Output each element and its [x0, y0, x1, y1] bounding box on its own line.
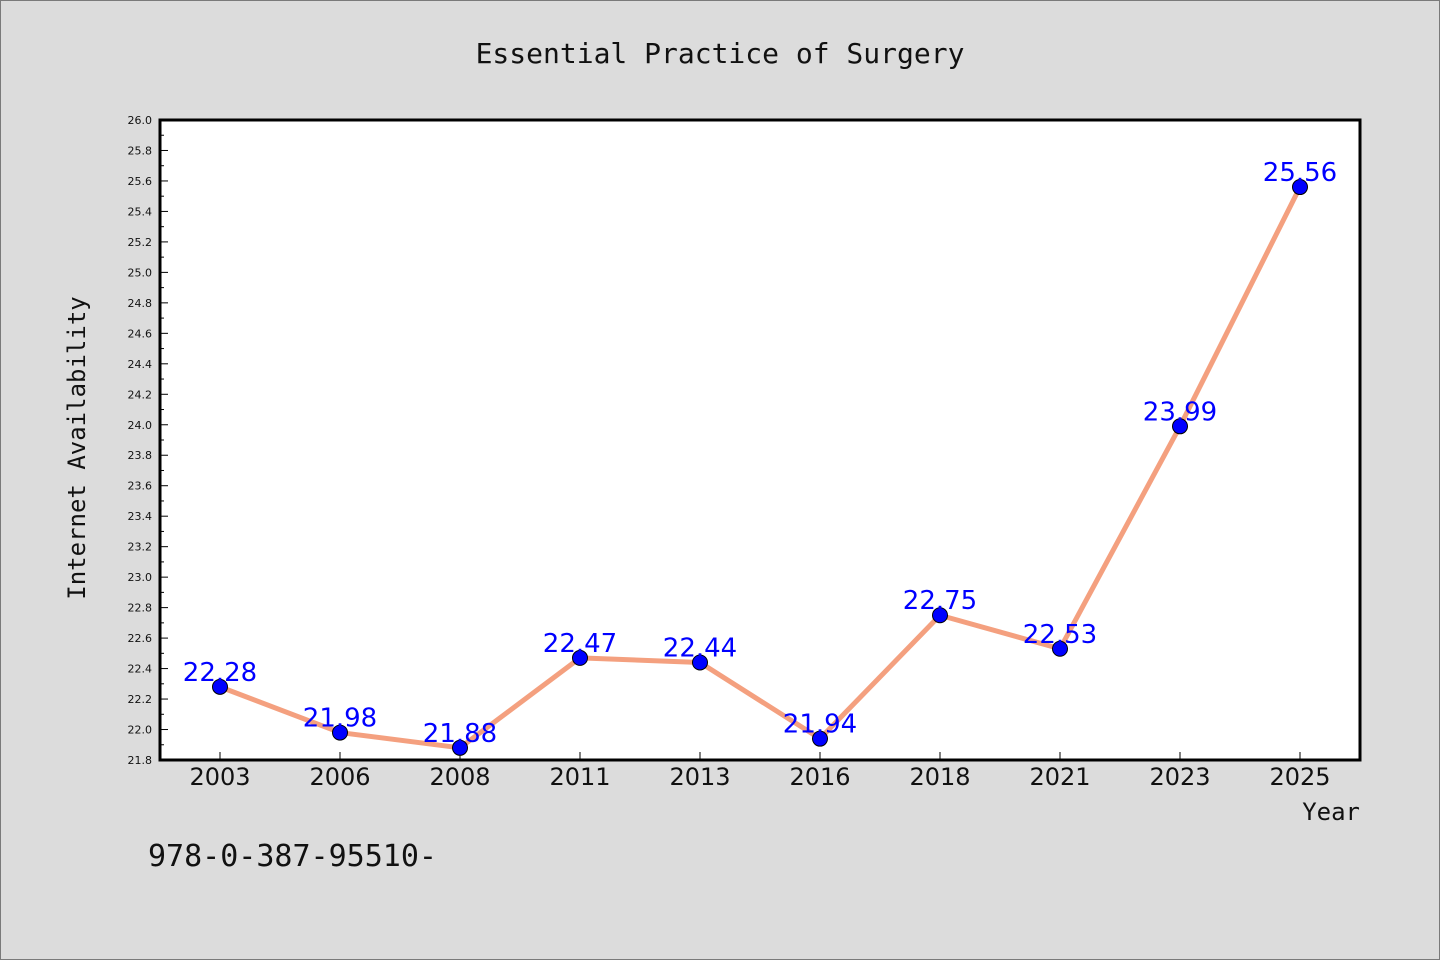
data-label: 21.98 [303, 704, 377, 734]
data-point [1172, 418, 1188, 435]
x-tick-label: 2013 [669, 763, 730, 791]
data-label: 22.53 [1023, 620, 1097, 650]
y-tick-label: 24.2 [128, 388, 153, 401]
chart-title: Essential Practice of Surgery [476, 37, 965, 70]
data-point [332, 724, 348, 741]
data-point [572, 649, 588, 666]
data-label: 22.44 [663, 633, 737, 663]
data-point [932, 607, 948, 624]
y-tick-label: 23.2 [128, 541, 153, 554]
data-label: 22.47 [543, 629, 617, 659]
footer-text: 978-0-387-95510- [148, 839, 437, 874]
x-axis: 2003 2006 2008 2011 2013 2016 2018 2021 2023 2025 [189, 752, 1331, 791]
data-point [812, 730, 828, 747]
y-tick-label: 25.2 [128, 236, 153, 249]
y-tick-label: 25.4 [128, 205, 153, 218]
data-point [212, 678, 228, 695]
y-tick-label: 23.0 [128, 571, 153, 584]
y-tick-label: 25.8 [128, 144, 153, 157]
y-tick-label: 22.4 [128, 663, 153, 676]
x-tick-label: 2003 [189, 763, 250, 791]
data-label: 21.88 [423, 719, 497, 749]
data-point [1052, 640, 1068, 657]
data-label: 23.99 [1143, 397, 1217, 427]
plot-area [158, 118, 1362, 762]
x-tick-label: 2018 [909, 763, 970, 791]
y-tick-label: 22.2 [128, 693, 153, 706]
x-tick-label: 2025 [1269, 763, 1330, 791]
y-axis: 21.8 22.0 22.2 22.4 22.6 22.8 23.0 23.2 23.4 23.6… [128, 114, 168, 767]
x-tick-label: 2006 [309, 763, 370, 791]
y-tick-label: 23.8 [128, 449, 153, 462]
y-tick-label: 22.8 [128, 602, 153, 615]
data-label: 21.94 [783, 710, 857, 740]
x-axis-label: Year [1302, 798, 1360, 826]
y-tick-label: 25.6 [128, 175, 153, 188]
y-tick-label: 21.8 [128, 754, 153, 767]
y-tick-label: 24.6 [128, 327, 153, 340]
series-layer: 22.28 21.98 21.88 22.47 22.44 21.94 22.75 22.53… [183, 158, 1337, 756]
data-label: 25.56 [1263, 158, 1337, 188]
data-label: 22.75 [903, 586, 977, 616]
data-point [1292, 179, 1308, 196]
series-line [217, 184, 1303, 751]
x-tick-label: 2021 [1029, 763, 1090, 791]
x-tick-label: 2023 [1149, 763, 1210, 791]
x-tick-label: 2008 [429, 763, 490, 791]
y-tick-label: 23.6 [128, 480, 153, 493]
y-tick-label: 26.0 [128, 114, 153, 127]
y-tick-label: 22.6 [128, 632, 153, 645]
y-tick-label: 25.0 [128, 266, 153, 279]
y-tick-label: 22.0 [128, 724, 153, 737]
data-label: 22.28 [183, 658, 257, 688]
y-tick-label: 24.4 [128, 358, 153, 371]
y-axis-label: Internet Availability [63, 296, 91, 599]
x-tick-label: 2011 [549, 763, 610, 791]
x-tick-label: 2016 [789, 763, 850, 791]
y-tick-label: 24.8 [128, 297, 153, 310]
data-point [692, 654, 708, 671]
y-tick-label: 24.0 [128, 419, 153, 432]
y-tick-label: 23.4 [128, 510, 153, 523]
data-point [452, 739, 468, 756]
